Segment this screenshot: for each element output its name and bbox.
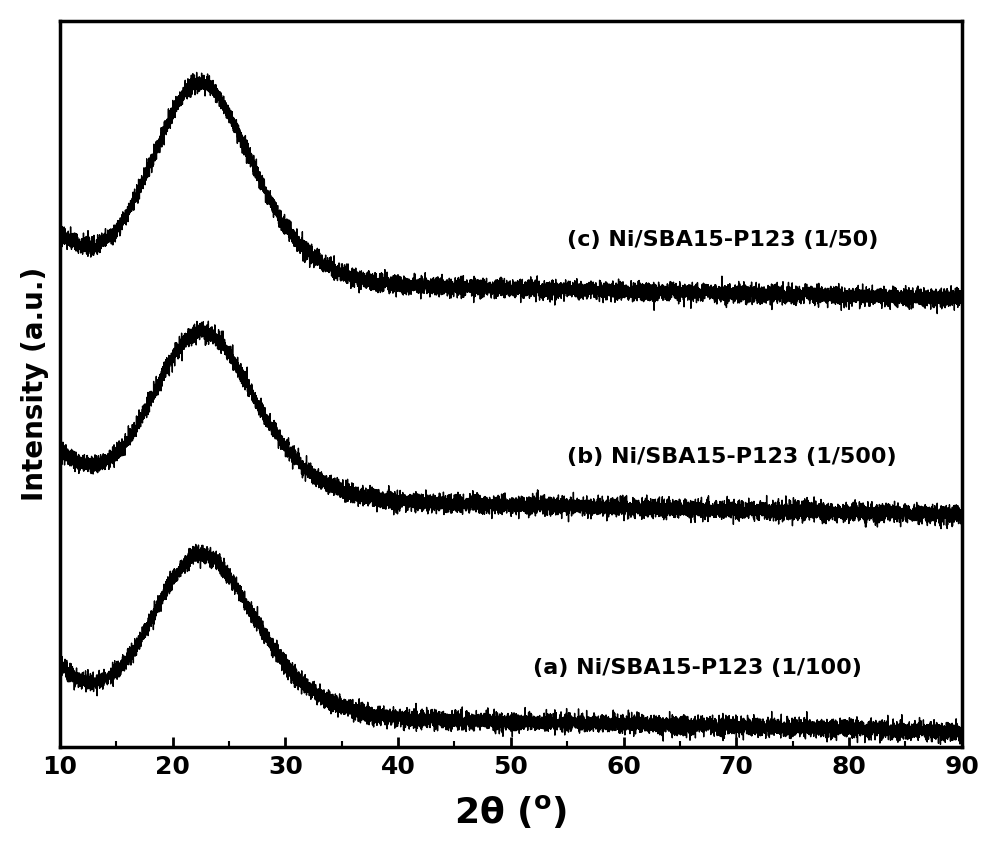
Y-axis label: Intensity (a.u.): Intensity (a.u.) — [21, 266, 49, 501]
Text: (b) Ni/SBA15-P123 (1/500): (b) Ni/SBA15-P123 (1/500) — [567, 447, 897, 466]
X-axis label: 2$\mathbf{\theta}$ ($\mathbf{^o}$): 2$\mathbf{\theta}$ ($\mathbf{^o}$) — [454, 793, 567, 831]
Text: (a) Ni/SBA15-P123 (1/100): (a) Ni/SBA15-P123 (1/100) — [533, 658, 862, 678]
Text: (c) Ni/SBA15-P123 (1/50): (c) Ni/SBA15-P123 (1/50) — [567, 230, 879, 250]
